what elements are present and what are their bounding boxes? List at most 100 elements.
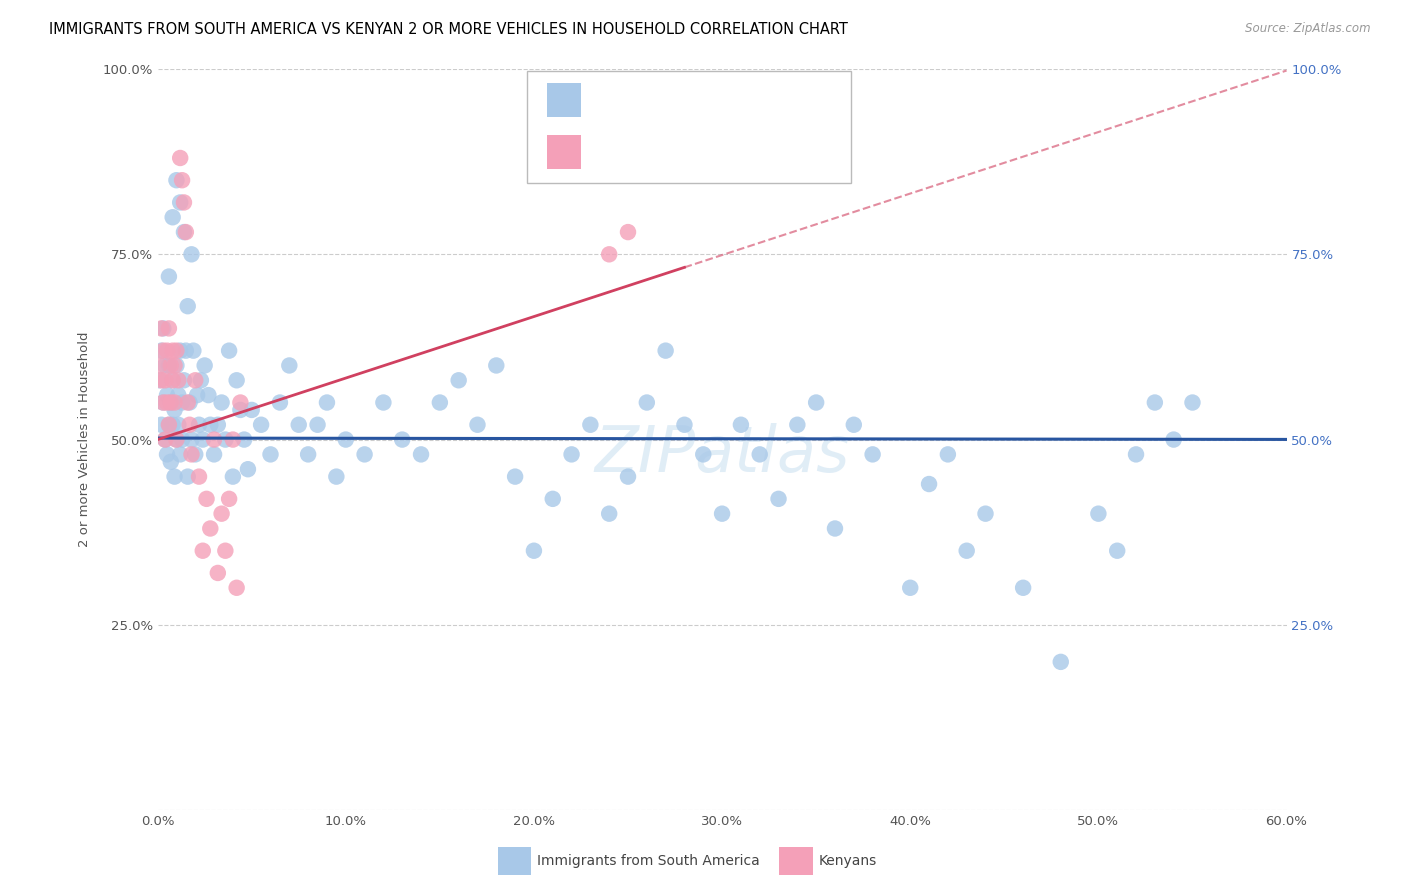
Text: ZIPatlas: ZIPatlas	[595, 424, 849, 485]
Point	[225, 581, 247, 595]
Point	[202, 447, 225, 461]
Point	[636, 395, 658, 409]
Point	[598, 247, 620, 261]
Point	[194, 359, 217, 373]
Point	[184, 373, 207, 387]
Point	[191, 433, 214, 447]
Point	[167, 388, 190, 402]
Point	[617, 469, 640, 483]
Point	[862, 447, 884, 461]
Point	[229, 395, 252, 409]
Point	[152, 395, 174, 409]
Point	[233, 433, 256, 447]
Point	[200, 521, 222, 535]
Point	[172, 433, 194, 447]
Point	[191, 543, 214, 558]
Point	[150, 417, 173, 432]
Point	[956, 543, 979, 558]
Point	[229, 403, 252, 417]
Point	[373, 395, 395, 409]
Point	[218, 491, 240, 506]
Point	[429, 395, 451, 409]
Point	[730, 417, 752, 432]
Point	[180, 433, 202, 447]
Point	[172, 173, 194, 187]
Point	[169, 343, 191, 358]
Point	[936, 447, 959, 461]
Point	[202, 433, 225, 447]
Point	[157, 321, 180, 335]
Point	[561, 447, 583, 461]
Point	[579, 417, 602, 432]
Point	[156, 388, 179, 402]
Point	[184, 447, 207, 461]
Point	[162, 343, 184, 358]
Point	[167, 373, 190, 387]
Point	[174, 343, 197, 358]
Point	[214, 433, 236, 447]
Point	[173, 225, 195, 239]
Point	[211, 395, 233, 409]
Point	[654, 343, 676, 358]
Point	[162, 211, 184, 225]
Point	[152, 395, 174, 409]
Point	[1012, 581, 1035, 595]
Point	[174, 225, 197, 239]
Point	[162, 417, 184, 432]
Point	[467, 417, 489, 432]
Point	[218, 343, 240, 358]
Point	[159, 395, 181, 409]
Point	[167, 417, 190, 432]
Point	[152, 343, 174, 358]
Point	[1049, 655, 1071, 669]
Point	[157, 417, 180, 432]
Point	[598, 507, 620, 521]
Text: Immigrants from South America: Immigrants from South America	[537, 854, 759, 868]
Point	[974, 507, 997, 521]
Point	[200, 417, 222, 432]
Point	[177, 299, 200, 313]
Point	[692, 447, 714, 461]
Point	[153, 433, 176, 447]
Text: R = -0.014   N = 108: R = -0.014 N = 108	[588, 93, 747, 108]
Point	[159, 359, 181, 373]
Point	[541, 491, 564, 506]
Point	[297, 447, 319, 461]
Point	[148, 359, 170, 373]
Point	[156, 395, 179, 409]
Point	[163, 469, 186, 483]
Point	[1125, 447, 1147, 461]
Point	[169, 447, 191, 461]
Point	[173, 373, 195, 387]
Point	[325, 469, 347, 483]
Point	[211, 507, 233, 521]
Point	[1163, 433, 1185, 447]
Point	[316, 395, 339, 409]
Point	[186, 388, 208, 402]
Point	[222, 469, 245, 483]
Point	[748, 447, 770, 461]
Point	[225, 373, 247, 387]
Point	[207, 566, 229, 580]
Point	[150, 373, 173, 387]
Point	[259, 447, 281, 461]
Point	[824, 521, 846, 535]
Point	[207, 417, 229, 432]
Point	[165, 433, 187, 447]
Point	[269, 395, 291, 409]
Point	[163, 359, 186, 373]
Point	[278, 359, 301, 373]
Point	[165, 359, 187, 373]
Point	[673, 417, 696, 432]
Point	[188, 469, 211, 483]
Point	[157, 417, 180, 432]
Point	[169, 195, 191, 210]
Point	[179, 417, 201, 432]
Point	[172, 395, 194, 409]
Point	[918, 477, 941, 491]
Point	[307, 417, 329, 432]
Point	[183, 343, 205, 358]
Point	[335, 433, 357, 447]
Point	[804, 395, 827, 409]
Point	[179, 395, 201, 409]
